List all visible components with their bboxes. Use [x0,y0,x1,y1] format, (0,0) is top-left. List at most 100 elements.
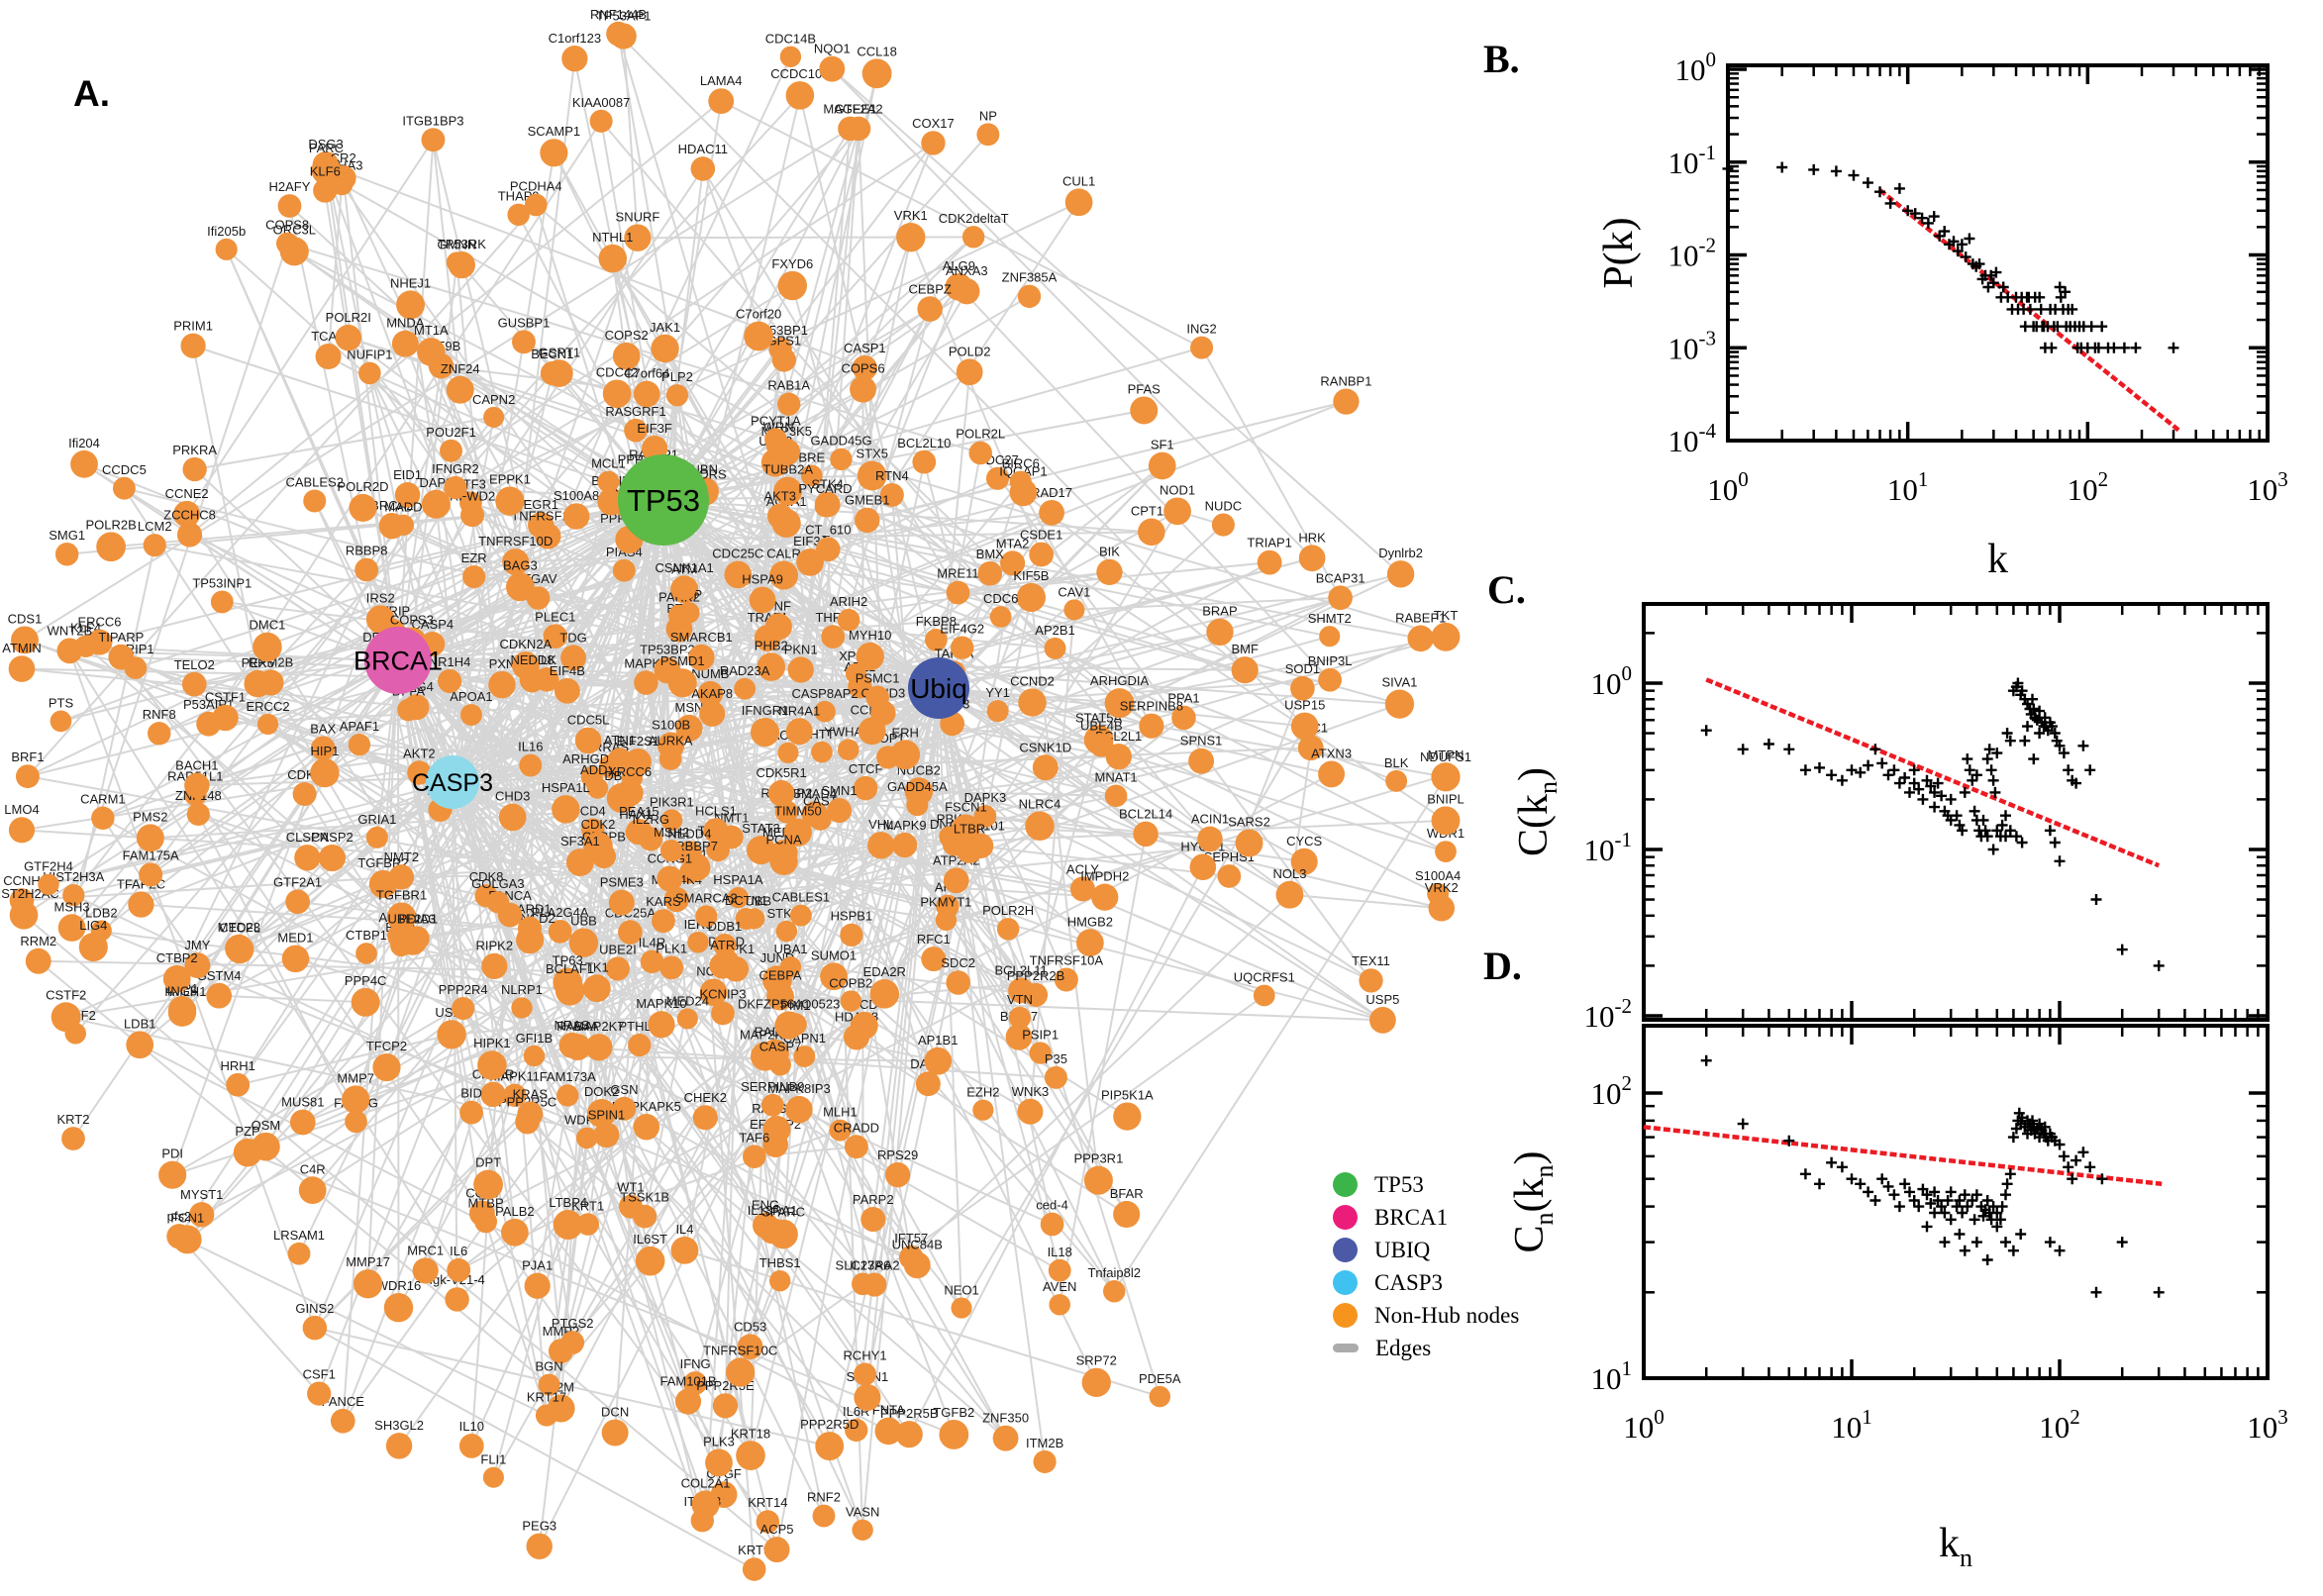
gene-label: COPS3 [390,612,434,627]
gene-node [977,560,1003,586]
gene-label: NR4A1 [778,703,820,718]
gene-node [1033,1449,1057,1474]
gene-node [61,1127,85,1150]
gene-node [1253,984,1275,1007]
legend-item-ubiq: UBIQ [1333,1234,1519,1266]
tick-label: 101 [1591,1356,1633,1396]
gene-node [252,632,282,662]
edge-swatch-icon [1333,1344,1359,1352]
gene-label: S100A8 [554,488,599,503]
gene-label: BCL2L10 [897,436,951,450]
gene-node [383,1292,414,1323]
gene-node [708,88,735,115]
gene-node [458,1434,484,1458]
gene-node [946,580,970,605]
gene-label: SH3GL2 [374,1418,424,1433]
gene-label: UBE2D1 [388,911,439,926]
gene-node [417,338,446,366]
gene-node [524,1272,551,1299]
gene-node [285,889,310,915]
gene-label: NP [979,108,997,123]
gene-node [1113,1102,1142,1131]
gene-label: IFNGR2 [432,461,479,476]
gene-label: POLR2B [85,517,136,532]
gene-node [565,848,594,876]
gene-label: ERH [891,725,918,740]
gene-label: PLA2G4A [532,905,589,920]
gene-node [767,779,795,807]
gene-node [70,449,98,478]
gene-node [212,704,239,732]
gene-label: PYCARD [798,481,852,496]
gene-label: CASP8AP2 [791,686,858,701]
gene-node [1407,625,1435,652]
gene-label: RAD23A [720,663,770,678]
gene-label: GPS1 [766,333,801,348]
gene-node [1049,1294,1070,1316]
gene-label: MT1A [414,323,449,338]
gene-node [734,677,757,700]
gene-label: GSN [610,1082,638,1097]
tick-label: 102 [2039,1405,2080,1445]
gene-label: ILK [537,652,556,667]
gene-label: VRK1 [894,208,928,223]
gene-label: GUSBP1 [498,315,551,330]
gene-label: TIPARP [98,630,144,645]
gene-node [819,55,846,82]
gene-label: UBE4B [1080,718,1123,733]
gene-node [768,1269,791,1292]
gene-label: UBA1 [774,942,808,956]
gene-node [939,1420,969,1449]
gene-node [11,626,39,654]
gene-node [779,46,802,67]
ubiq-dot-icon [1333,1238,1358,1262]
gene-node [711,1001,735,1026]
gene-node [50,710,72,733]
gene-label: HDAC11 [678,142,728,156]
gene-label: KRT17 [527,1389,566,1404]
gene-label: CPT1A [1131,504,1172,519]
gene-label: NEDD8 [510,652,554,667]
gene-node [189,1202,215,1228]
gene-label: ADD1 [580,762,615,777]
gene-node [956,358,983,386]
gene-label: CALR [766,547,801,561]
gene-node [996,918,1020,941]
gene-node [310,736,336,761]
data-points [1700,677,2165,971]
gene-node [612,342,641,370]
gene-label: TFCP2 [366,1039,407,1053]
gene-node [176,522,203,548]
tick-label: 102 [2068,467,2109,507]
gene-label: RAB4A [556,1019,599,1034]
gene-label: BRAP [1202,604,1237,619]
gene-label: BMF [1231,642,1259,656]
gene-label: TGFB2 [933,1405,974,1420]
network-panel: ACTBABL1CD4PXNHTTJUNDTUBBSUMO1UBE2ICEBPB… [0,7,1471,1581]
gene-label: CAPN2 [472,392,515,407]
gene-label: PRKRA [172,443,217,457]
gene-node [1206,618,1234,647]
gene-node [750,718,780,748]
gene-node [1103,1280,1126,1303]
gene-node [1319,626,1341,648]
gene-label: SF3A1 [560,834,600,848]
gene-label: CRADD [834,1120,879,1135]
gene-node [676,1008,698,1030]
gene-label: ING5 [167,983,197,998]
gene-node [447,1257,471,1282]
gene-label: CSNK1D [1019,740,1071,754]
tick-label: 101 [1887,467,1929,507]
gene-node [554,677,580,704]
gene-node [915,1071,941,1097]
gene-label: CDC25C [712,547,763,561]
gene-node [143,534,166,557]
gene-node [658,748,682,770]
gene-node [635,1246,665,1276]
gene-label: ITM2B [1026,1436,1063,1450]
gene-label: PDIA3 [399,911,437,926]
gene-node [656,865,683,892]
gene-label: FNTA [872,1403,905,1418]
gene-node [397,698,420,722]
